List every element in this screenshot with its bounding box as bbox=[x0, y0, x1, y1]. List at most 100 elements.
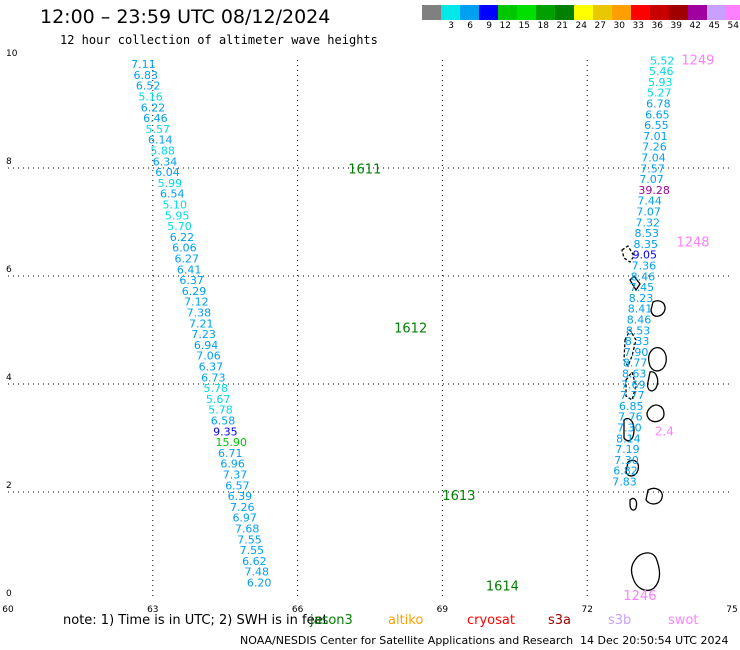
wave-height-label: 7.76 bbox=[618, 411, 643, 424]
footer-credit: NOAA/NESDIS Center for Satellite Applica… bbox=[240, 634, 574, 647]
wave-height-label: 7.68 bbox=[235, 523, 260, 536]
wave-height-label: 2.4 bbox=[655, 424, 674, 438]
wave-height-label: 6.85 bbox=[619, 400, 644, 413]
wave-height-label: 5.27 bbox=[647, 87, 672, 100]
wave-height-label: 6.62 bbox=[242, 555, 266, 568]
legend-label: 42 bbox=[689, 21, 701, 31]
wave-height-label: 7.30 bbox=[614, 454, 639, 467]
wave-height-label: 5.88 bbox=[150, 145, 175, 158]
wave-height-label: 6.94 bbox=[194, 339, 219, 352]
legend-label: 18 bbox=[537, 21, 549, 31]
wave-height-label: 6.37 bbox=[179, 274, 204, 287]
x-tick-label: 60 bbox=[2, 605, 14, 615]
wave-height-label: 8.23 bbox=[629, 292, 654, 305]
wave-height-label: 7.90 bbox=[624, 346, 649, 359]
y-tick-label: 6 bbox=[6, 265, 12, 275]
wave-height-label: 5.16 bbox=[138, 91, 163, 104]
legend-swatch bbox=[612, 5, 631, 20]
wave-height-label: 6.96 bbox=[220, 458, 245, 471]
wave-height-label: 6.71 bbox=[218, 447, 243, 460]
page-title: 12:00 – 23:59 UTC 08/12/2024 bbox=[40, 6, 331, 28]
island-outline bbox=[645, 487, 663, 505]
wave-height-label: 6.58 bbox=[211, 415, 236, 428]
y-tick-label: 10 bbox=[6, 49, 18, 59]
legend-swatch bbox=[650, 5, 669, 20]
wave-height-label: 8.33 bbox=[625, 335, 650, 348]
x-tick-label: 69 bbox=[437, 605, 449, 615]
pass-time-label: 1249 bbox=[681, 53, 714, 68]
legend-swatch bbox=[669, 5, 688, 20]
island-outline bbox=[629, 275, 641, 292]
wave-height-label: 7.23 bbox=[191, 328, 216, 341]
satellite-name: s3a bbox=[548, 613, 572, 628]
wave-height-label: 39.28 bbox=[638, 184, 670, 197]
wave-height-label: 7.26 bbox=[642, 141, 667, 154]
pass-time-label: 1614 bbox=[486, 579, 519, 594]
legend-label: 12 bbox=[499, 21, 511, 31]
pass-time-label: 1611 bbox=[348, 162, 381, 177]
x-tick-label: 63 bbox=[147, 605, 158, 615]
wave-height-label: 6.14 bbox=[148, 134, 173, 147]
wave-height-label: 7.48 bbox=[245, 566, 269, 579]
legend-swatch bbox=[536, 5, 555, 20]
map-grid bbox=[8, 60, 732, 600]
wave-height-label: 5.70 bbox=[167, 220, 192, 233]
pass-time-label: 1248 bbox=[676, 235, 709, 250]
wave-height-label: 8.41 bbox=[628, 303, 653, 316]
x-tick-label: 75 bbox=[726, 605, 737, 615]
legend-swatch bbox=[460, 5, 479, 20]
x-tick-label: 72 bbox=[581, 605, 592, 615]
legend-swatch bbox=[517, 5, 536, 20]
land-outlines bbox=[621, 245, 667, 592]
wave-height-label: 7.37 bbox=[223, 469, 248, 482]
wave-height-label: 7.19 bbox=[615, 443, 640, 456]
wave-height-label: 6.34 bbox=[153, 155, 178, 168]
wave-height-label: 7.69 bbox=[621, 378, 646, 391]
wave-height-label: 8.46 bbox=[627, 314, 652, 327]
island-outline bbox=[629, 497, 638, 511]
wave-height-label: 8.77 bbox=[623, 357, 648, 370]
legend-label: 45 bbox=[708, 21, 720, 31]
wave-height-label: 6.22 bbox=[141, 101, 166, 114]
wave-height-label: 6.46 bbox=[143, 112, 168, 125]
wave-height-label: 5.10 bbox=[162, 199, 187, 212]
wave-height-label: 7.32 bbox=[635, 216, 660, 229]
legend-label: 6 bbox=[467, 21, 473, 31]
legend-label: 39 bbox=[670, 21, 682, 31]
wave-height-label: 8.63 bbox=[622, 368, 647, 381]
legend-label: 9 bbox=[486, 21, 492, 31]
wave-height-label: 6.73 bbox=[201, 371, 226, 384]
wave-height-label: 6.97 bbox=[232, 512, 257, 525]
island-outline bbox=[650, 300, 666, 317]
wave-height-label: 6.57 bbox=[225, 479, 250, 492]
footer-timestamp: 14 Dec 20:50:54 UTC 2024 bbox=[580, 634, 729, 647]
satellite-name: cryosat bbox=[467, 613, 515, 628]
legend-label: 27 bbox=[594, 21, 606, 31]
note-text: note: 1) Time is in UTC; 2) SWH is in fe… bbox=[63, 613, 328, 628]
y-tick-label: 2 bbox=[6, 481, 12, 491]
x-tick-label: 66 bbox=[292, 605, 304, 615]
wave-height-label: 5.93 bbox=[648, 76, 673, 89]
wave-height-label: 7.45 bbox=[630, 281, 655, 294]
wave-height-label: 6.65 bbox=[645, 108, 670, 121]
wave-height-label: 5.46 bbox=[649, 65, 674, 78]
legend-swatch bbox=[631, 5, 650, 20]
y-tick-label: 0 bbox=[6, 589, 12, 599]
legend-label: 30 bbox=[613, 21, 625, 31]
wave-height-label: 6.04 bbox=[155, 166, 180, 179]
satellite-name: s3b bbox=[608, 613, 632, 628]
wave-height-label: 6.82 bbox=[613, 465, 638, 478]
wave-height-label: 5.57 bbox=[146, 123, 171, 136]
wave-height-label: 8.35 bbox=[634, 238, 659, 251]
wave-height-label: 7.04 bbox=[641, 152, 666, 165]
satellite-name: jason3 bbox=[310, 613, 353, 628]
island-outline bbox=[646, 404, 665, 423]
wave-height-label: 15.90 bbox=[216, 436, 248, 449]
wave-height-label: 7.01 bbox=[643, 130, 668, 143]
legend-swatch bbox=[726, 5, 740, 20]
wave-height-label: 6.06 bbox=[172, 242, 197, 255]
legend-swatch bbox=[441, 5, 460, 20]
satellite-name: swot bbox=[668, 613, 699, 628]
island-outline bbox=[646, 371, 659, 392]
legend-label: 15 bbox=[518, 21, 530, 31]
